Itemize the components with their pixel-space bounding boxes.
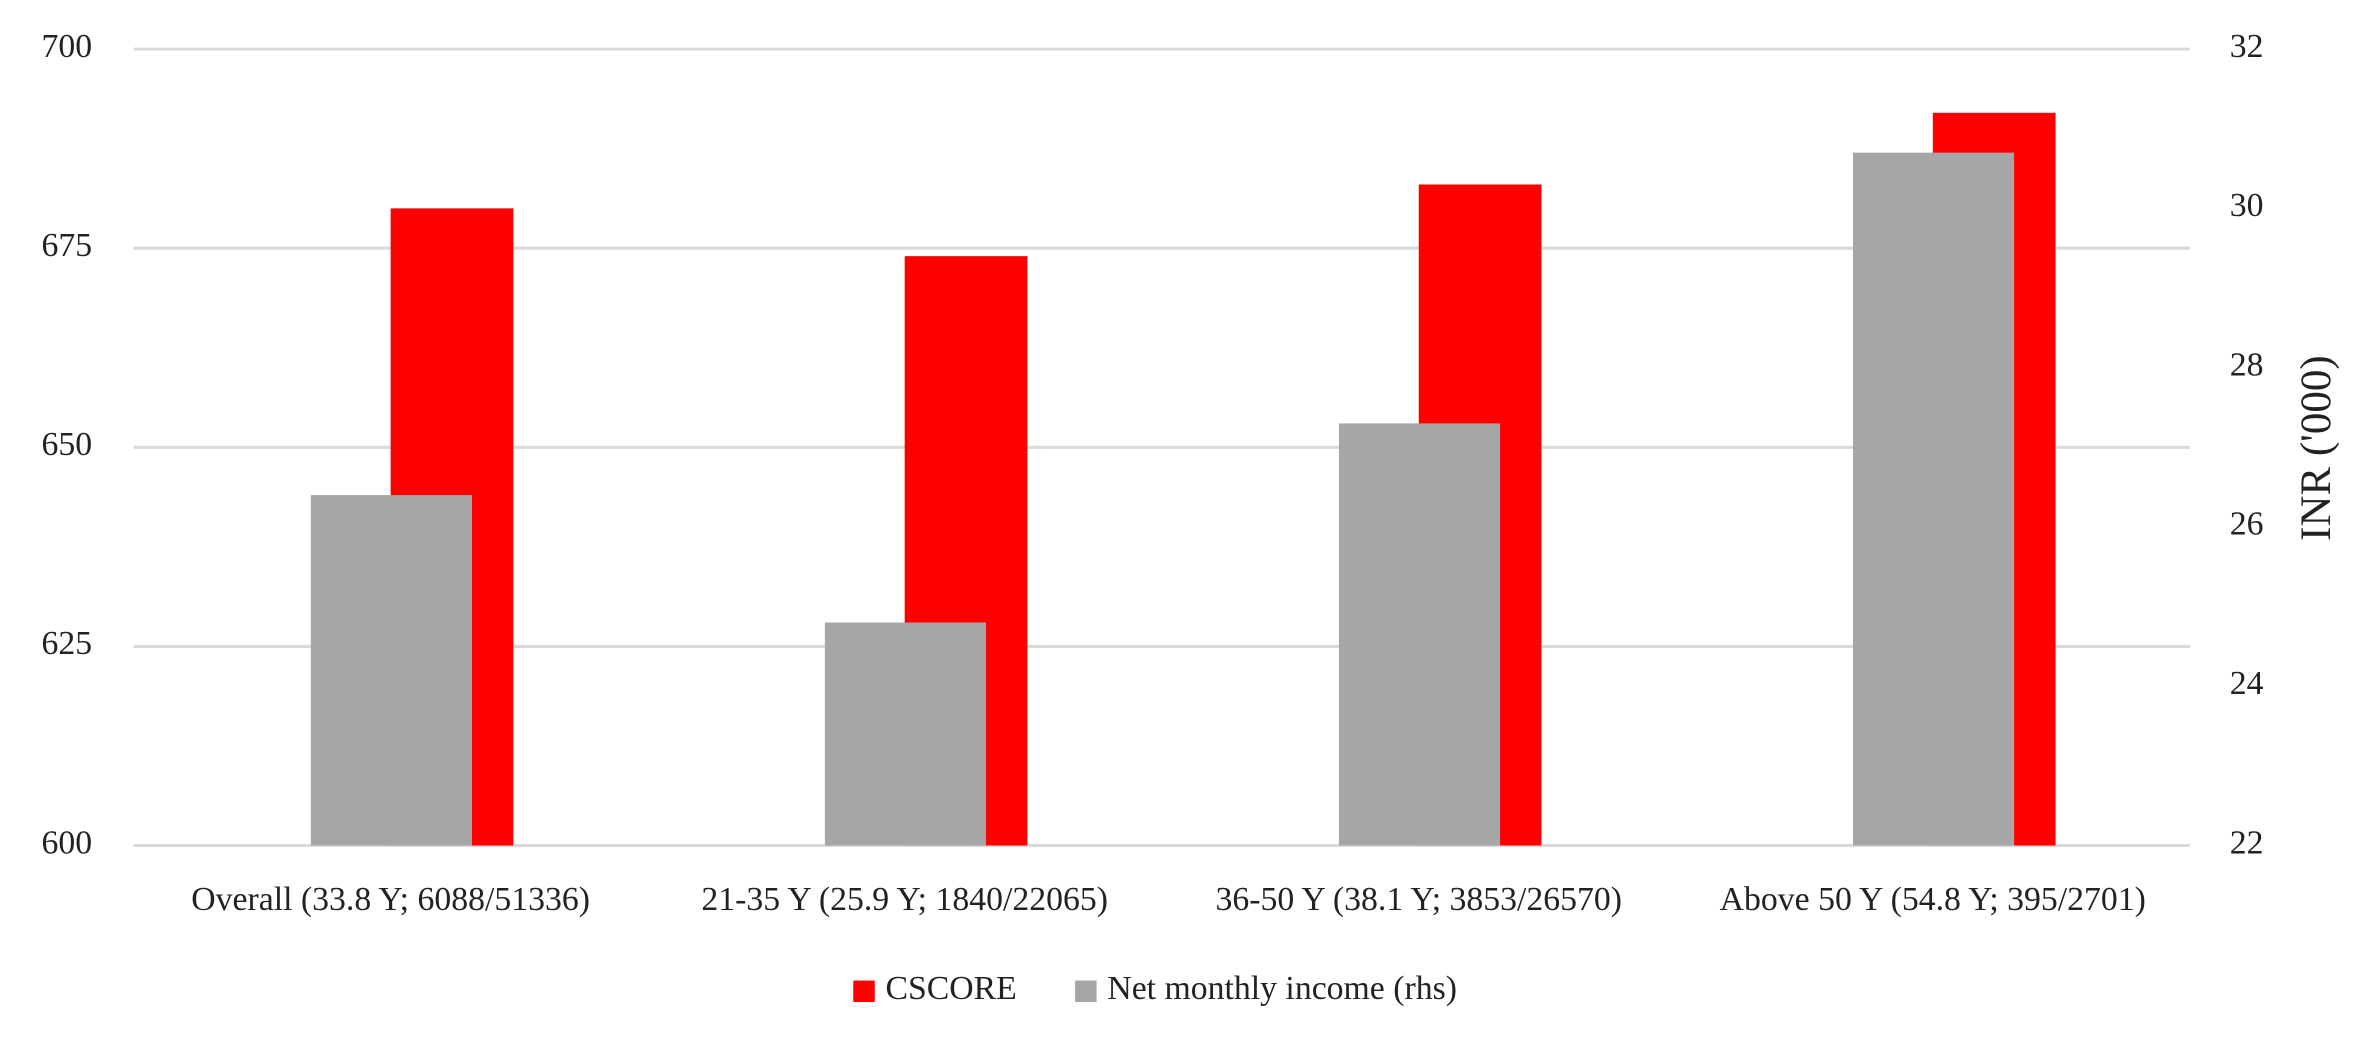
bar [1338,423,1501,846]
y2-tick-label: 28 [2230,346,2264,383]
y2-tick-label: 22 [2230,824,2264,861]
x-tick-label: Overall (33.8 Y; 6088/51336) [191,881,590,918]
y-tick-label: 700 [42,28,93,65]
y-tick-label: 600 [42,824,93,861]
x-tick-label: 36-50 Y (38.1 Y; 3853/26570) [1215,881,1622,918]
y-tick-label: 650 [42,426,93,463]
bar [1853,152,2015,846]
bar [310,495,472,846]
legend-label: CSCORE [886,970,1017,1007]
x-tick-label: Above 50 Y (54.8 Y; 395/2701) [1720,881,2146,918]
legend-label: Net monthly income (rhs) [1107,970,1457,1007]
legend-swatch [853,980,875,1003]
y2-axis-title: INR ('000) [2293,355,2340,540]
legend-swatch [1075,980,1097,1003]
y2-tick-label: 30 [2230,187,2264,224]
bar [824,622,987,846]
y2-tick-label: 26 [2230,506,2264,543]
labels: 600 625 650 675 700 22 24 26 28 30 32 Overall (33.8… [42,28,2264,1007]
y-tick-label: 625 [42,625,93,662]
y2-tick-label: 24 [2230,665,2264,702]
y-tick-label: 675 [42,227,93,264]
bars [310,112,2056,846]
y2-tick-label: 32 [2230,28,2264,65]
x-tick-label: 21-35 Y (25.9 Y; 1840/22065) [701,881,1108,918]
